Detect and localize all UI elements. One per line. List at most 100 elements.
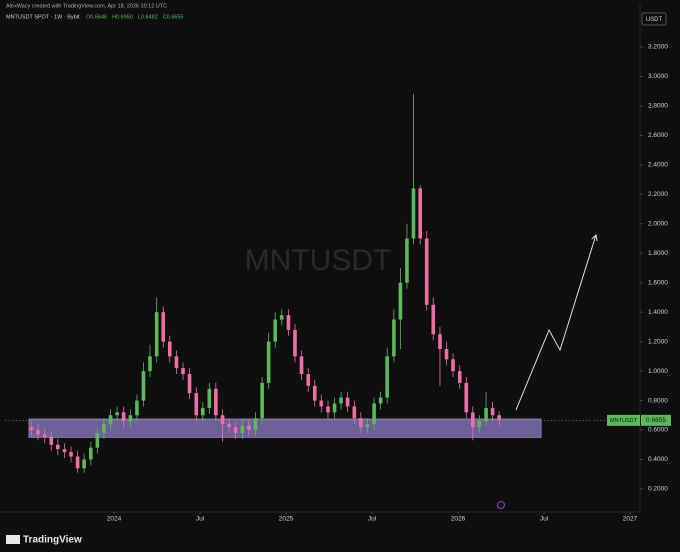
candle xyxy=(89,441,93,466)
candle xyxy=(464,376,469,419)
candle-body xyxy=(115,412,119,416)
candle-body xyxy=(167,341,172,357)
candle-body xyxy=(339,397,343,404)
last-price: 0.6655 xyxy=(646,417,666,424)
candle-body xyxy=(418,188,422,239)
candle xyxy=(233,421,238,439)
candle xyxy=(457,365,462,389)
candle xyxy=(42,428,47,444)
candle-body xyxy=(29,427,34,431)
candle xyxy=(319,394,324,413)
candle xyxy=(345,391,350,413)
candle xyxy=(352,400,357,425)
candle xyxy=(378,391,383,410)
candle-body xyxy=(56,444,60,450)
candle xyxy=(326,400,330,419)
y-tick-label: 1.8000 xyxy=(648,250,668,257)
candle-body xyxy=(352,406,357,419)
y-tick-label: 2.4000 xyxy=(648,162,668,169)
candle xyxy=(161,306,166,348)
candle-body xyxy=(128,415,133,422)
candle xyxy=(299,350,304,380)
candle xyxy=(154,297,159,363)
candle xyxy=(36,424,40,441)
candle-body xyxy=(293,329,297,357)
candle-body xyxy=(444,348,449,360)
candle-body xyxy=(451,359,455,372)
candle-body xyxy=(121,412,126,422)
candle xyxy=(29,421,34,436)
x-tick-label: Jul xyxy=(196,516,205,523)
candle xyxy=(82,453,86,473)
ohlc-value: L0.6482 xyxy=(138,14,158,20)
candle-body xyxy=(194,393,199,416)
candle-body xyxy=(102,424,106,433)
x-tick-label: 2027 xyxy=(623,516,638,523)
candle-body xyxy=(398,282,403,320)
candle-body xyxy=(319,400,324,407)
x-tick-label: 2024 xyxy=(107,516,122,523)
candle-body xyxy=(89,447,93,460)
candle-body xyxy=(49,437,54,445)
candle xyxy=(266,332,271,389)
candle-body xyxy=(312,385,317,401)
candle-body xyxy=(154,312,159,357)
ohlc-value: H0.6950 xyxy=(112,14,133,20)
candle-body xyxy=(424,238,429,305)
candle xyxy=(240,419,245,439)
candle-body xyxy=(378,397,383,404)
candle xyxy=(477,415,482,433)
candle-body xyxy=(42,434,47,438)
y-tick-label: 0.6000 xyxy=(648,427,668,434)
candle-body xyxy=(36,430,40,435)
candle-body xyxy=(233,427,238,433)
y-tick-label: 2.0000 xyxy=(648,221,668,228)
candle xyxy=(438,326,442,386)
brand-name: TradingView xyxy=(23,535,82,546)
candle xyxy=(392,309,396,363)
y-tick-label: 1.6000 xyxy=(648,279,668,286)
candle-body xyxy=(359,418,363,428)
candle-body xyxy=(326,406,330,413)
candle-body xyxy=(299,356,304,375)
x-tick-label: 2025 xyxy=(279,516,294,523)
candle-body xyxy=(95,432,100,448)
y-tick-label: 2.6000 xyxy=(648,132,668,139)
candle xyxy=(121,406,126,428)
candle xyxy=(398,267,403,349)
candle-body xyxy=(240,425,245,433)
candle xyxy=(167,335,172,363)
candle-body xyxy=(75,456,80,469)
y-tick-label: 0.2000 xyxy=(648,486,668,493)
candle-body xyxy=(82,459,86,469)
candle xyxy=(108,409,113,431)
candle-body xyxy=(174,356,179,369)
candle-body xyxy=(62,449,67,453)
candle-body xyxy=(214,388,218,416)
candle-body xyxy=(253,418,258,431)
candle xyxy=(187,368,192,400)
candle-body xyxy=(438,334,442,349)
candle-body xyxy=(411,188,416,239)
candle xyxy=(359,412,363,433)
y-tick-label: 1.0000 xyxy=(648,368,668,375)
candle xyxy=(207,382,212,414)
candle xyxy=(279,309,284,326)
candle xyxy=(471,406,475,441)
candle-body xyxy=(490,407,495,416)
currency: USDT xyxy=(646,17,663,23)
y-tick-label: 0.4000 xyxy=(648,456,668,463)
candle xyxy=(286,309,291,336)
ohlc-value: O0.6646 xyxy=(86,14,107,20)
candle xyxy=(424,231,429,311)
candle xyxy=(214,382,218,422)
candle xyxy=(135,394,139,422)
candle-body xyxy=(161,312,166,342)
candle xyxy=(431,297,436,341)
candle xyxy=(62,443,67,459)
candle-body xyxy=(207,388,212,408)
candle-body xyxy=(392,319,396,357)
candle-body xyxy=(187,374,192,394)
candle xyxy=(260,376,264,425)
